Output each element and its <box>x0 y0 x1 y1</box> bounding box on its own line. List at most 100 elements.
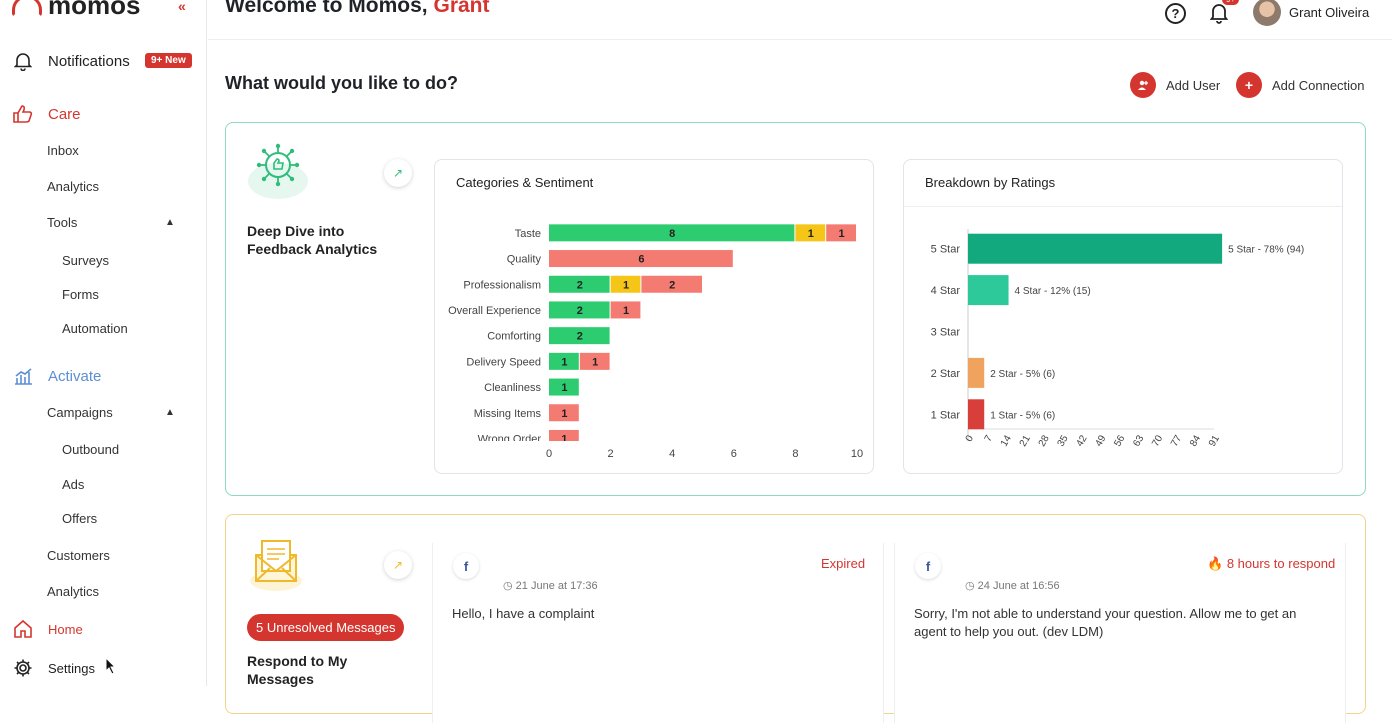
open-messages-arrow-icon[interactable]: ↗ <box>384 551 412 579</box>
sidebar-item-offers[interactable]: Offers <box>62 511 98 526</box>
bar-value-label: 1 <box>839 228 845 240</box>
message-card[interactable]: f ◷ 24 June at 16:56 🔥 8 hours to respon… <box>894 543 1346 723</box>
sentiment-bar <box>549 224 795 242</box>
analytics-gear-icon <box>248 141 310 201</box>
sentiment-bar <box>549 429 579 441</box>
clock-icon: ◷ <box>503 580 513 592</box>
sidebar-item-care-analytics[interactable]: Analytics <box>47 179 100 194</box>
unresolved-messages-button[interactable]: 5 Unresolved Messages <box>247 614 405 641</box>
category-label: Comforting <box>487 331 541 343</box>
notifications-badge: 9+ New <box>145 53 192 68</box>
mouse-cursor-icon <box>105 657 117 675</box>
message-status-value: 8 hours to respond <box>1226 556 1336 571</box>
category-label: Professionalism <box>463 279 541 291</box>
bar-value-label: 1 <box>808 228 814 240</box>
sidebar-item-campaigns[interactable]: Campaigns <box>47 405 113 420</box>
sidebar-item-forms[interactable]: Forms <box>62 287 99 302</box>
category-label: Missing Items <box>474 408 542 420</box>
sentiment-bar <box>549 327 610 345</box>
bar-value-label: 1 <box>623 279 629 291</box>
sidebar-item-settings[interactable]: Settings <box>12 657 95 679</box>
sidebar-item-notifications[interactable]: Notifications <box>12 50 130 72</box>
message-time-value: 21 June at 17:36 <box>515 580 598 592</box>
sentiment-bar <box>795 224 826 242</box>
x-tick-label: 49 <box>1093 433 1108 449</box>
x-tick-label: 8 <box>792 448 798 460</box>
category-label: Taste <box>515 228 541 240</box>
category-label: Cleanliness <box>484 382 541 394</box>
rating-value-label: 2 Star - 5% (6) <box>990 369 1055 380</box>
sidebar-item-ads[interactable]: Ads <box>62 477 85 492</box>
message-time: ◷ 24 June at 16:56 <box>965 579 1060 592</box>
sidebar-item-surveys[interactable]: Surveys <box>62 253 109 268</box>
x-tick-label: 84 <box>1188 433 1203 449</box>
message-text: Hello, I have a complaint <box>452 606 595 621</box>
bar-value-label: 2 <box>577 279 583 291</box>
sidebar-item-activate[interactable]: Activate <box>12 365 101 387</box>
add-user-label: Add User <box>1166 77 1221 93</box>
rating-bar <box>968 399 985 430</box>
sidebar-item-label: Settings <box>48 660 95 676</box>
sentiment-bar <box>549 275 610 293</box>
rating-label: 2 Star <box>931 368 961 380</box>
bar-chart-icon <box>12 365 34 387</box>
bar-value-label: 1 <box>561 408 567 420</box>
plus-icon: + <box>1236 72 1262 98</box>
sentiment-bar <box>549 352 579 370</box>
chevron-up-icon[interactable]: ▲ <box>165 217 175 228</box>
x-tick-label: 28 <box>1037 433 1052 449</box>
x-tick-label: 70 <box>1150 433 1165 449</box>
envelope-icon <box>248 533 310 593</box>
sidebar-item-label: Home <box>48 621 83 637</box>
sidebar-item-tools[interactable]: Tools <box>47 215 78 230</box>
rating-bar <box>968 357 985 388</box>
sidebar-item-outbound[interactable]: Outbound <box>62 442 120 457</box>
add-connection-button[interactable]: + Add Connection <box>1236 72 1365 98</box>
sidebar-item-inbox[interactable]: Inbox <box>47 143 79 158</box>
message-card[interactable]: f ◷ 21 June at 17:36 Expired Hello, I ha… <box>432 543 884 723</box>
open-analytics-arrow-icon[interactable]: ↗ <box>384 159 412 187</box>
x-tick-label: 14 <box>999 433 1014 449</box>
fire-icon: 🔥 <box>1207 556 1224 571</box>
message-text: Sorry, I'm not able to understand your q… <box>914 606 1297 639</box>
x-tick-label: 35 <box>1056 433 1071 449</box>
momos-logo[interactable]: momos <box>12 0 140 21</box>
category-label: Delivery Speed <box>466 356 541 368</box>
sidebar-item-care[interactable]: Care <box>12 103 81 125</box>
respond-messages-card[interactable]: ↗ 5 Unresolved Messages Respond to My Me… <box>225 514 1366 723</box>
add-user-button[interactable]: Add User <box>1130 72 1220 98</box>
panel-divider <box>904 206 1342 207</box>
bar-value-label: 2 <box>669 279 675 291</box>
bars-group: Taste 8 1 1 Quality 6 Professionalism 2 1 2 Overal… <box>448 224 856 441</box>
bar-value-label: 1 <box>561 356 567 368</box>
collapse-sidebar-button[interactable]: « <box>178 0 186 14</box>
deep-dive-card[interactable]: ↗ Deep Dive into Feedback Analytics Cate… <box>225 122 1366 496</box>
sentiment-bar <box>549 404 579 422</box>
help-icon[interactable]: ? <box>1165 3 1186 24</box>
rating-label: 5 Star <box>931 244 961 256</box>
user-name[interactable]: Grant Oliveira <box>1289 5 1370 20</box>
sidebar-item-customers[interactable]: Customers <box>47 548 110 563</box>
ratings-breakdown-panel: Breakdown by Ratings 5 Star 5 Star - 78% … <box>903 159 1343 474</box>
message-status: 🔥 8 hours to respond <box>1207 556 1335 572</box>
x-tick-label: 4 <box>669 448 675 460</box>
sidebar-item-automation[interactable]: Automation <box>62 321 128 336</box>
rating-label: 4 Star <box>931 285 961 297</box>
sidebar-item-home[interactable]: Home <box>12 618 83 640</box>
categories-sentiment-panel: Categories & Sentiment Taste 8 1 1 Quality 6 P… <box>434 159 874 474</box>
avatar[interactable] <box>1253 0 1281 26</box>
welcome-user-name: Grant <box>433 0 490 17</box>
notifications-bell-icon[interactable] <box>1209 2 1229 29</box>
bar-value-label: 1 <box>623 305 629 317</box>
sidebar-item-activate-analytics[interactable]: Analytics <box>47 584 100 599</box>
sentiment-bar <box>549 301 610 319</box>
x-tick-label: 63 <box>1131 433 1146 449</box>
rating-value-label: 4 Star - 12% (15) <box>1015 286 1091 297</box>
gear-icon <box>12 657 34 679</box>
x-tick-label: 10 <box>851 448 863 460</box>
sidebar-item-label: Care <box>48 105 81 123</box>
chevron-up-icon[interactable]: ▲ <box>165 407 175 418</box>
bar-value-label: 1 <box>561 382 567 394</box>
rating-bar <box>968 275 1009 306</box>
message-time-value: 24 June at 16:56 <box>977 580 1060 592</box>
